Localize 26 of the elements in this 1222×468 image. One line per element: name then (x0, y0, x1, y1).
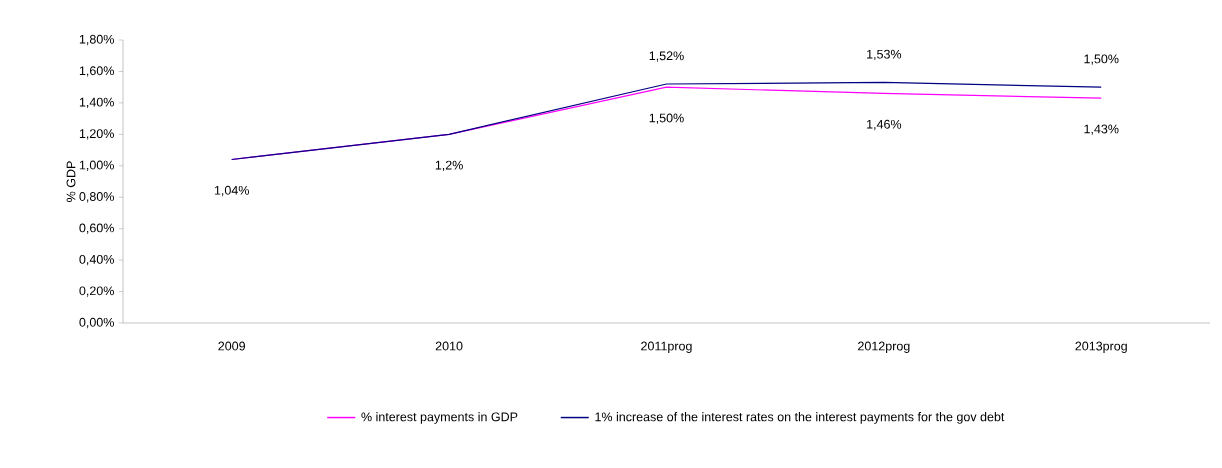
y-axis-title: % GDP (66, 161, 76, 202)
y-tick-label: 1,60% (79, 66, 114, 77)
y-tick-label: 1,20% (79, 129, 114, 140)
x-tick-label: 2010 (435, 341, 463, 351)
data-label: 1,46% (867, 119, 902, 131)
y-tick-label: 0,40% (79, 254, 114, 266)
data-label: 1,50% (649, 113, 684, 124)
legend-label: % interest payments in GDP (361, 412, 518, 424)
y-tick-label: 0,20% (79, 286, 114, 297)
y-tick-label: 1,00% (79, 160, 114, 171)
x-tick-label: 2012prog (858, 341, 910, 353)
x-tick-label: 2011prog (641, 341, 692, 353)
legend-label: 1% increase of the interest rates on the interest payments for the gov debt (595, 412, 1005, 424)
y-tick-label: 0,60% (79, 223, 114, 234)
data-label: 1,43% (1084, 124, 1119, 135)
x-tick-label: 2009 (218, 341, 245, 351)
y-tick-label: 1,40% (79, 97, 114, 109)
data-label: 1,50% (1084, 54, 1119, 65)
y-tick-label: 0,80% (79, 192, 114, 203)
y-tick-label: 1,80% (79, 34, 114, 46)
data-label: 1,53% (867, 49, 902, 61)
data-label: 1,52% (649, 51, 684, 62)
x-tick-label: 2013prog (1075, 341, 1127, 353)
data-label: 1,04% (214, 185, 249, 197)
data-label: 1,2% (435, 160, 463, 172)
y-tick-label: 0,00% (79, 317, 114, 329)
